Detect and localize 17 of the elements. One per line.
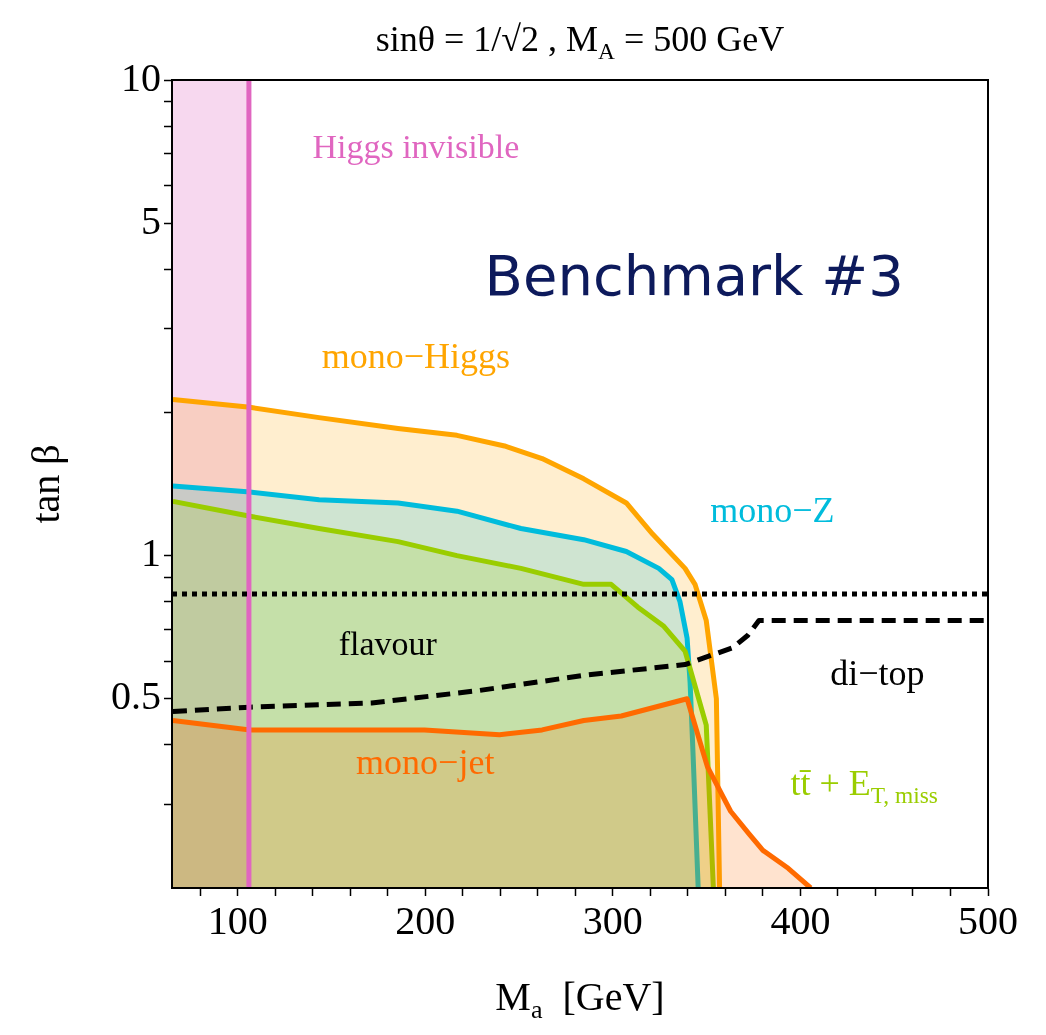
x-tick-label: 400 xyxy=(770,897,831,943)
x-tick-label: 300 xyxy=(582,897,643,943)
series-label: mono−jet xyxy=(356,741,495,782)
ref-line-label: Higgs invisible xyxy=(312,127,520,165)
y-tick-label: 0.5 xyxy=(111,673,161,719)
series-label: di−top xyxy=(830,652,925,693)
y-axis-title: tan β xyxy=(22,444,68,524)
x-tick-label: 500 xyxy=(958,897,1018,943)
series-label: mono−Higgs xyxy=(321,335,511,376)
x-tick-label: 200 xyxy=(395,897,456,943)
y-tick-label: 10 xyxy=(121,54,161,100)
x-tick-label: 100 xyxy=(207,897,268,943)
series-label: mono−Z xyxy=(710,490,835,531)
annotation: Benchmark #3 xyxy=(484,242,904,308)
y-tick-label: 5 xyxy=(141,197,161,243)
y-tick-label: 1 xyxy=(141,530,161,576)
ref-line-label: flavour xyxy=(338,625,438,663)
